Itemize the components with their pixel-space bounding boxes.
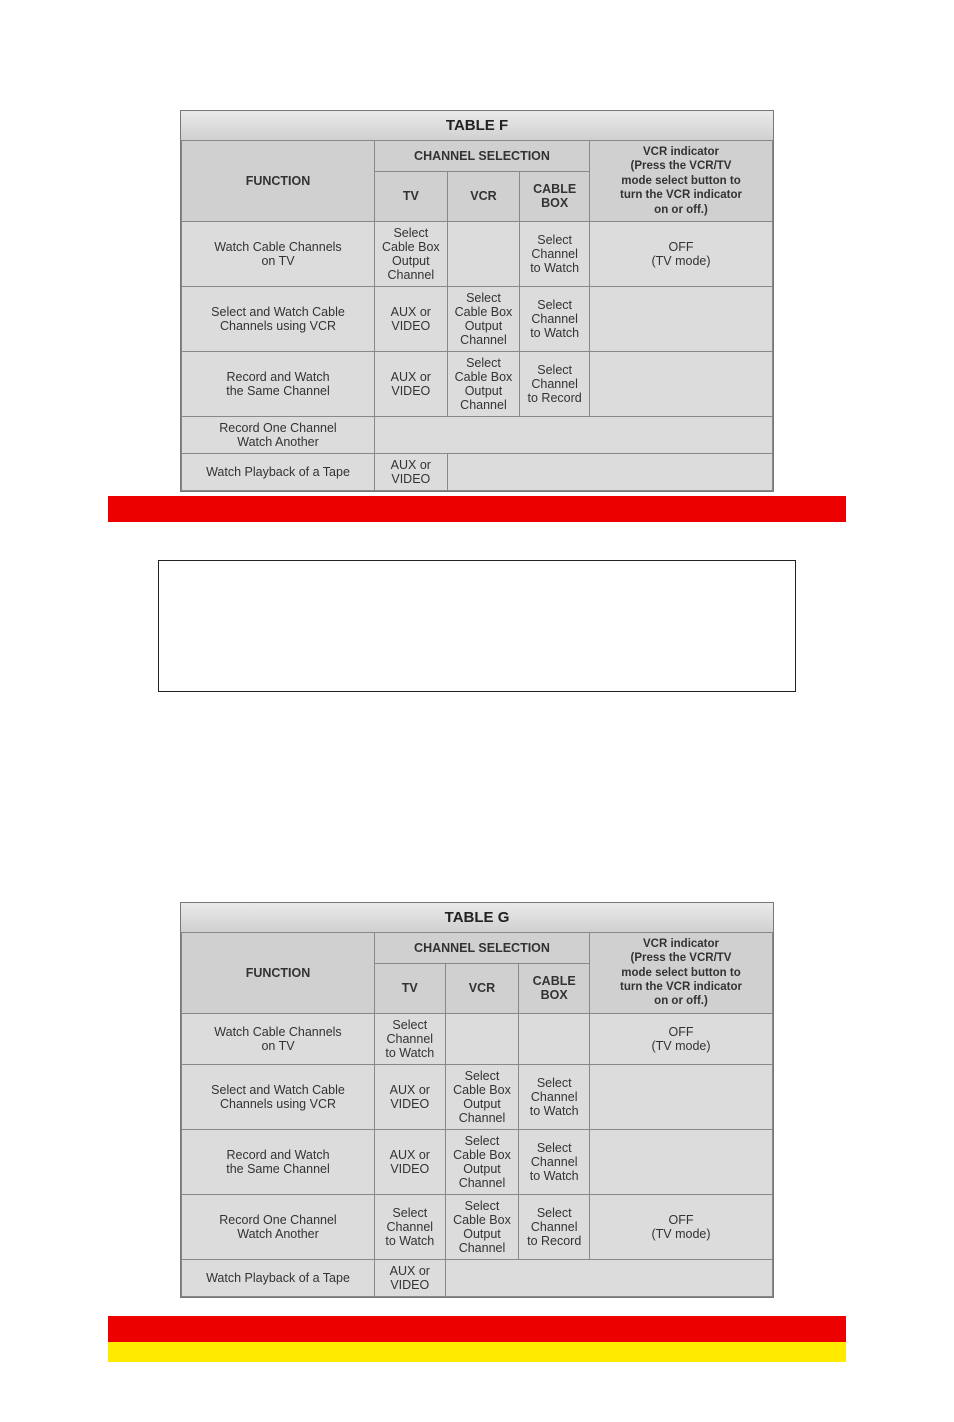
- table-row: Select and Watch CableChannels using VCR…: [182, 1064, 773, 1129]
- cell-vcr: [445, 1013, 519, 1064]
- cell-tv: Select Channelto Watch: [375, 1013, 446, 1064]
- red-bar: [108, 1316, 846, 1342]
- cell-tv: AUX or VIDEO: [375, 1259, 446, 1296]
- cell-vcr: [447, 221, 520, 286]
- cell-function: Watch Cable Channelson TV: [182, 221, 375, 286]
- cell-cable-box: Select Channelto Record: [520, 351, 590, 416]
- hdr-channel-selection: CHANNEL SELECTION: [375, 141, 590, 172]
- cell-tv: AUX or VIDEO: [375, 1129, 446, 1194]
- info-box: [158, 560, 796, 692]
- hdr-vcr: VCR: [447, 172, 520, 222]
- table-row: Select and Watch CableChannels using VCR…: [182, 286, 773, 351]
- cell-vcr: Select Cable BoxOutput Channel: [445, 1064, 519, 1129]
- table-g-title: TABLE G: [181, 903, 773, 932]
- hdr-function: FUNCTION: [182, 932, 375, 1013]
- cell-indicator: [590, 351, 773, 416]
- red-bar: [108, 496, 846, 522]
- cell-tv: AUX or VIDEO: [375, 286, 448, 351]
- cell-indicator: OFF(TV mode): [590, 221, 773, 286]
- table-row: Record One ChannelWatch Another Select C…: [182, 1194, 773, 1259]
- cell-indicator: OFF(TV mode): [590, 1013, 773, 1064]
- cell-shaded: [375, 416, 773, 453]
- table-row: Record One ChannelWatch Another: [182, 416, 773, 453]
- cell-tv: AUX or VIDEO: [375, 1064, 446, 1129]
- cell-cable-box: Select Channelto Watch: [520, 286, 590, 351]
- table-f: FUNCTION CHANNEL SELECTION VCR indicator…: [181, 140, 773, 491]
- cell-cable-box: Select Channelto Record: [519, 1194, 590, 1259]
- cell-cable-box: [519, 1013, 590, 1064]
- cell-function: Record and Watchthe Same Channel: [182, 1129, 375, 1194]
- bottom-bars: [0, 1316, 954, 1362]
- table-row: Record and Watchthe Same Channel AUX or …: [182, 1129, 773, 1194]
- hdr-vcr: VCR: [445, 963, 519, 1013]
- cell-function: Record and Watchthe Same Channel: [182, 351, 375, 416]
- table-g: FUNCTION CHANNEL SELECTION VCR indicator…: [181, 932, 773, 1297]
- cell-cable-box: Select Channelto Watch: [519, 1129, 590, 1194]
- cell-function: Record One ChannelWatch Another: [182, 416, 375, 453]
- hdr-indicator: VCR indicator (Press the VCR/TV mode sel…: [590, 932, 773, 1013]
- table-row: Watch Cable Channelson TV Select Cable B…: [182, 221, 773, 286]
- page: TABLE F FUNCTION CHANNEL SELECTION VCR i…: [0, 110, 954, 1362]
- table-row: Record and Watchthe Same Channel AUX or …: [182, 351, 773, 416]
- table-row: Watch Cable Channelson TV Select Channel…: [182, 1013, 773, 1064]
- yellow-bar: [108, 1342, 846, 1362]
- hdr-tv: TV: [375, 963, 446, 1013]
- table-row: Watch Playback of a Tape AUX or VIDEO: [182, 453, 773, 490]
- hdr-channel-selection: CHANNEL SELECTION: [375, 932, 590, 963]
- cell-vcr: Select Cable BoxOutput Channel: [447, 286, 520, 351]
- cell-vcr: Select Cable BoxOutput Channel: [445, 1129, 519, 1194]
- table-g-container: TABLE G FUNCTION CHANNEL SELECTION VCR i…: [180, 902, 774, 1298]
- cell-tv: Select Channelto Watch: [375, 1194, 446, 1259]
- cell-function: Watch Playback of a Tape: [182, 453, 375, 490]
- cell-tv: Select Cable BoxOutput Channel: [375, 221, 448, 286]
- cell-function: Watch Playback of a Tape: [182, 1259, 375, 1296]
- hdr-cable-box: CABLE BOX: [519, 963, 590, 1013]
- cell-indicator: [590, 1129, 773, 1194]
- cell-function: Select and Watch CableChannels using VCR: [182, 1064, 375, 1129]
- cell-tv: AUX or VIDEO: [375, 351, 448, 416]
- hdr-cable-box: CABLE BOX: [520, 172, 590, 222]
- cell-cable-box: Select Channelto Watch: [519, 1064, 590, 1129]
- cell-cable-box: Select Channelto Watch: [520, 221, 590, 286]
- cell-tv: AUX or VIDEO: [375, 453, 448, 490]
- hdr-function: FUNCTION: [182, 141, 375, 222]
- cell-indicator: [590, 286, 773, 351]
- cell-vcr: Select Cable BoxOutput Channel: [445, 1194, 519, 1259]
- hdr-tv: TV: [375, 172, 448, 222]
- cell-shaded: [445, 1259, 772, 1296]
- hdr-indicator: VCR indicator (Press the VCR/TV mode sel…: [590, 141, 773, 222]
- table-f-container: TABLE F FUNCTION CHANNEL SELECTION VCR i…: [180, 110, 774, 492]
- cell-function: Watch Cable Channelson TV: [182, 1013, 375, 1064]
- cell-shaded: [447, 453, 772, 490]
- cell-indicator: [590, 1064, 773, 1129]
- cell-indicator: OFF(TV mode): [590, 1194, 773, 1259]
- cell-function: Select and Watch CableChannels using VCR: [182, 286, 375, 351]
- cell-vcr: Select Cable BoxOutput Channel: [447, 351, 520, 416]
- table-row: Watch Playback of a Tape AUX or VIDEO: [182, 1259, 773, 1296]
- table-f-title: TABLE F: [181, 111, 773, 140]
- cell-function: Record One ChannelWatch Another: [182, 1194, 375, 1259]
